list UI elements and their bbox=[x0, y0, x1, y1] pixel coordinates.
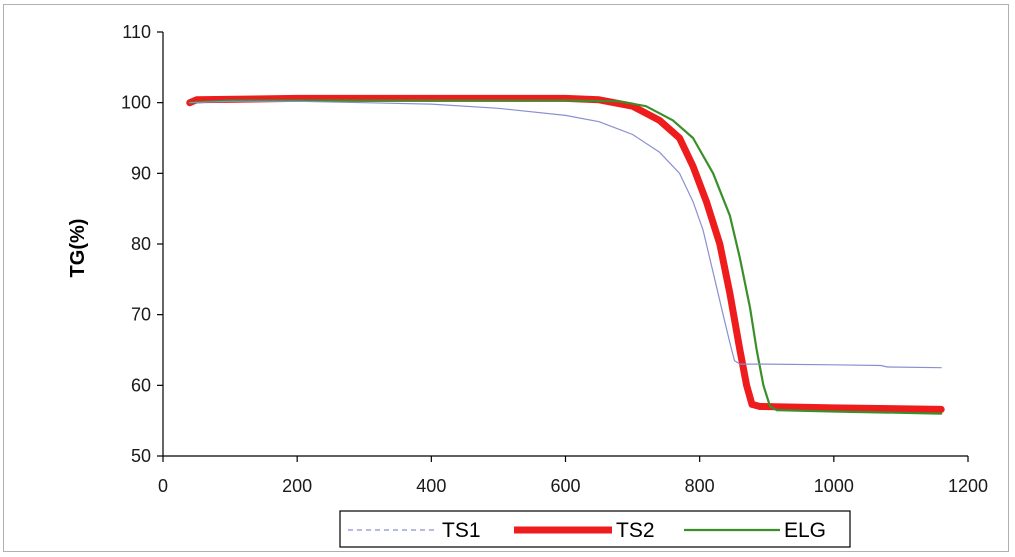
x-tick-label: 200 bbox=[282, 476, 312, 496]
series-layer bbox=[186, 94, 945, 415]
y-tick-label: 80 bbox=[131, 234, 151, 254]
y-tick-label: 60 bbox=[131, 375, 151, 395]
tg-line-chart: 50 60 70 80 90 100 110 0 200 400 600 800 1000 1200 TG… bbox=[67, 22, 988, 548]
series-line-ts2 bbox=[186, 94, 945, 413]
series-line-elg bbox=[188, 99, 943, 415]
y-axis-label: TG(%) bbox=[67, 219, 89, 278]
x-tick-label: 1000 bbox=[814, 476, 854, 496]
chart-frame: 50 60 70 80 90 100 110 0 200 400 600 800 1000 1200 TG… bbox=[3, 4, 1009, 552]
y-tick-label: 70 bbox=[131, 305, 151, 325]
x-tick-label: 600 bbox=[550, 476, 580, 496]
legend-label-elg: ELG bbox=[784, 519, 826, 542]
legend-label-ts2: TS2 bbox=[616, 519, 655, 542]
x-tick-label: 0 bbox=[158, 476, 168, 496]
y-tick-label: 100 bbox=[121, 93, 151, 113]
x-tick-label: 800 bbox=[685, 476, 715, 496]
x-tick-label: 1200 bbox=[948, 476, 988, 496]
y-tick-label: 50 bbox=[131, 446, 151, 466]
x-tick-label: 400 bbox=[416, 476, 446, 496]
y-tick-label: 90 bbox=[131, 163, 151, 183]
series-line-ts1 bbox=[189, 100, 942, 369]
chart-legend: TS1 TS2 ELG bbox=[339, 510, 851, 548]
y-tick-label: 110 bbox=[122, 22, 151, 42]
chart-axes: 50 60 70 80 90 100 110 0 200 400 600 800 1000 1200 bbox=[121, 22, 988, 496]
legend-label-ts1: TS1 bbox=[442, 519, 481, 542]
